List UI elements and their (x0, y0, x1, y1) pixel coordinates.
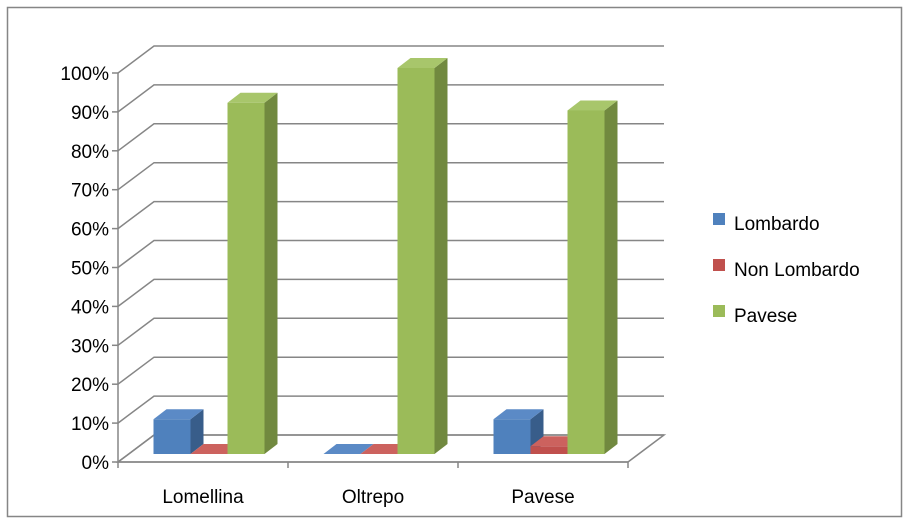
y-tick-label: 20% (71, 375, 109, 396)
gridline (117, 278, 664, 307)
bar (397, 58, 448, 454)
x-tick-label: Pavese (511, 487, 574, 508)
bar (567, 100, 618, 455)
y-tick-label: 60% (71, 220, 109, 241)
gridline (117, 317, 664, 346)
gridline (117, 84, 664, 113)
gridlines (117, 45, 664, 463)
gridline (117, 356, 664, 385)
gridline (117, 200, 664, 230)
legend-label: Non Lombardo (734, 260, 860, 281)
gridline (117, 239, 664, 269)
bar-top (567, 100, 618, 111)
y-axis: 0% 10% 20% 30% 40% 50% 60% 70% 80% 90% 100% (60, 64, 118, 474)
y-tick-label: 50% (71, 259, 109, 280)
gridline (117, 161, 664, 191)
bar-top (227, 92, 278, 103)
x-tick-label: Lomellina (162, 487, 244, 508)
gridline (117, 123, 664, 152)
y-tick-label: 70% (71, 181, 109, 202)
y-tick-label: 10% (71, 414, 109, 435)
bar (227, 92, 278, 455)
bar-top (153, 409, 204, 420)
bar-top (493, 409, 544, 420)
bar-top (323, 444, 374, 454)
y-tick-label: 100% (60, 64, 109, 85)
y-tick-label: 0% (82, 453, 110, 474)
bar-side (190, 409, 204, 454)
legend: Lombardo Non Lombardo Pavese (713, 213, 860, 327)
legend-swatch (713, 259, 725, 271)
x-axis: Lomellina Oltrepo Pavese (117, 462, 629, 508)
bar-front (397, 68, 435, 454)
x-tick-label: Oltrepo (342, 487, 404, 508)
bar-front (530, 446, 568, 454)
y-tick-label: 90% (71, 103, 109, 124)
gridline (117, 45, 664, 74)
legend-swatch (713, 305, 725, 317)
bar-front (153, 419, 191, 454)
legend-swatch (713, 213, 725, 225)
legend-label: Pavese (734, 306, 797, 327)
bars (153, 58, 618, 455)
bar-side (434, 58, 448, 454)
bar-front (567, 110, 605, 455)
bar (323, 444, 374, 454)
bar-side (264, 92, 278, 455)
y-tick-label: 80% (71, 142, 109, 163)
bar-front (493, 419, 531, 454)
bar-front (227, 102, 265, 455)
gridline (117, 395, 664, 424)
bar-side (604, 100, 618, 455)
bar-top (397, 58, 448, 68)
y-tick-label: 30% (71, 336, 109, 357)
bar (153, 409, 204, 454)
y-tick-label: 40% (71, 297, 109, 318)
legend-label: Lombardo (734, 214, 820, 235)
